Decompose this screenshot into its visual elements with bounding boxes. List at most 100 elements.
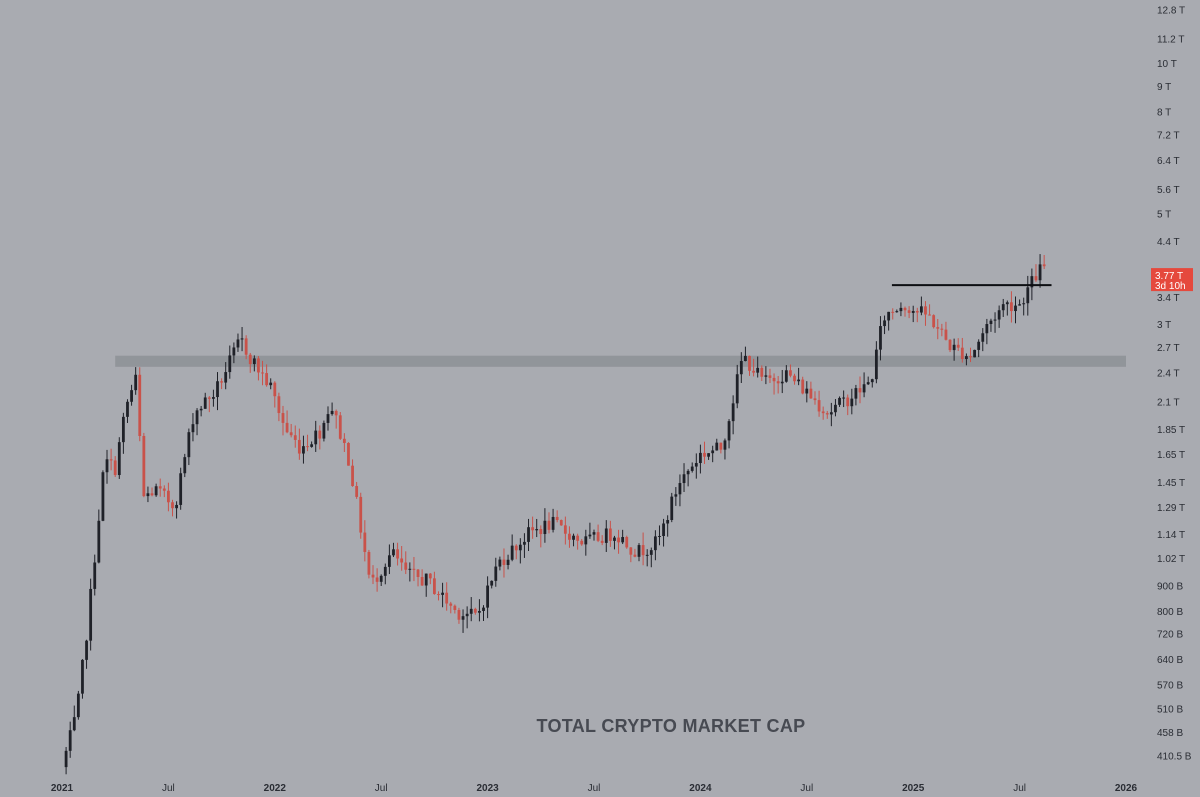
candle-body bbox=[310, 444, 314, 447]
y-tick-label: 2.4 T bbox=[1157, 369, 1180, 380]
candle-body bbox=[936, 327, 940, 329]
candle-body bbox=[613, 537, 616, 541]
candle-body bbox=[1005, 302, 1009, 305]
candle-body bbox=[592, 532, 596, 535]
candle-body bbox=[699, 452, 702, 464]
candle-body bbox=[322, 422, 326, 439]
y-tick-label: 410.5 B bbox=[1157, 752, 1192, 763]
candle-body bbox=[907, 310, 911, 313]
candle-body bbox=[523, 541, 526, 545]
candle-body bbox=[862, 384, 866, 393]
candle-body bbox=[473, 608, 477, 613]
y-tick-label: 2.1 T bbox=[1157, 397, 1180, 408]
candle-body bbox=[441, 592, 444, 595]
candle-body bbox=[486, 585, 489, 608]
candle-body bbox=[216, 381, 219, 398]
candle-body bbox=[756, 367, 760, 373]
candle-body bbox=[437, 594, 440, 596]
candle-body bbox=[956, 344, 960, 348]
chart-title: TOTAL CRYPTO MARKET CAP bbox=[537, 716, 806, 736]
candle-body bbox=[674, 494, 678, 497]
candle-body bbox=[428, 573, 432, 579]
candle-body bbox=[670, 496, 674, 521]
candle-body bbox=[347, 442, 350, 466]
candle-body bbox=[334, 410, 338, 416]
candle-body bbox=[731, 403, 735, 422]
y-tick-label: 3.4 T bbox=[1157, 293, 1180, 304]
candle-body bbox=[490, 580, 494, 586]
candle-body bbox=[572, 535, 575, 540]
candle-body bbox=[846, 397, 850, 407]
x-tick-label: Jul bbox=[375, 783, 388, 794]
candle-body bbox=[469, 608, 473, 614]
candle-body bbox=[285, 422, 289, 433]
candle-body bbox=[289, 432, 293, 436]
candle-body bbox=[420, 576, 424, 586]
candle-body bbox=[1010, 302, 1013, 312]
candle-body bbox=[727, 421, 731, 441]
candle-body bbox=[997, 310, 1001, 320]
candle-body bbox=[232, 347, 236, 356]
candle-body bbox=[506, 559, 510, 565]
candle-body bbox=[412, 568, 416, 570]
candle-body bbox=[887, 311, 891, 321]
candle-body bbox=[1014, 305, 1017, 312]
candle-body bbox=[330, 410, 334, 415]
candle-body bbox=[535, 529, 539, 531]
candle-body bbox=[478, 610, 481, 613]
candle-body bbox=[866, 382, 870, 385]
candle-body bbox=[404, 562, 408, 570]
candle-body bbox=[764, 375, 768, 377]
x-tick-label: 2022 bbox=[264, 783, 287, 794]
candle-body bbox=[281, 413, 285, 423]
candle-body bbox=[604, 528, 608, 543]
y-tick-label: 1.02 T bbox=[1157, 554, 1185, 565]
candle-body bbox=[146, 493, 150, 497]
candle-body bbox=[465, 613, 469, 617]
candle-body bbox=[510, 545, 514, 560]
candle-body bbox=[580, 540, 584, 545]
y-tick-label: 510 B bbox=[1157, 704, 1183, 715]
candle-body bbox=[355, 486, 359, 497]
candle-body bbox=[563, 525, 567, 534]
candle-countdown: 3d 10h bbox=[1155, 281, 1186, 292]
candle-body bbox=[138, 374, 142, 436]
candle-body bbox=[883, 320, 886, 327]
candle-body bbox=[109, 459, 113, 461]
y-tick-label: 1.45 T bbox=[1157, 478, 1185, 489]
candle-body bbox=[559, 520, 563, 526]
candle-body bbox=[645, 554, 649, 556]
candle-body bbox=[621, 537, 625, 543]
candle-body bbox=[342, 438, 346, 443]
candle-body bbox=[940, 328, 944, 330]
candle-body bbox=[600, 540, 604, 543]
candle-body bbox=[948, 339, 952, 351]
candle-body bbox=[739, 361, 743, 375]
candle-body bbox=[584, 536, 588, 545]
candle-body bbox=[829, 412, 833, 415]
candle-body bbox=[772, 377, 776, 382]
candle-body bbox=[768, 375, 772, 378]
candle-body bbox=[302, 446, 305, 454]
candle-body bbox=[228, 355, 232, 373]
candle-body bbox=[752, 370, 755, 373]
candle-body bbox=[576, 535, 580, 541]
y-tick-label: 8 T bbox=[1157, 107, 1171, 118]
candle-body bbox=[396, 549, 399, 559]
candle-body bbox=[183, 457, 187, 474]
x-tick-label: Jul bbox=[800, 783, 813, 794]
candle-body bbox=[338, 415, 342, 439]
candle-body bbox=[821, 411, 825, 414]
candle-body bbox=[555, 516, 559, 521]
candle-body bbox=[101, 472, 105, 521]
candle-body bbox=[658, 535, 661, 537]
candle-body bbox=[629, 547, 633, 555]
candle-body bbox=[306, 446, 309, 448]
candle-body bbox=[813, 398, 817, 401]
candle-body bbox=[637, 545, 641, 557]
candle-body bbox=[171, 502, 174, 509]
candle-body bbox=[641, 545, 645, 556]
candle-body bbox=[187, 432, 191, 458]
candle-body bbox=[293, 435, 297, 440]
candle-body bbox=[838, 397, 841, 405]
